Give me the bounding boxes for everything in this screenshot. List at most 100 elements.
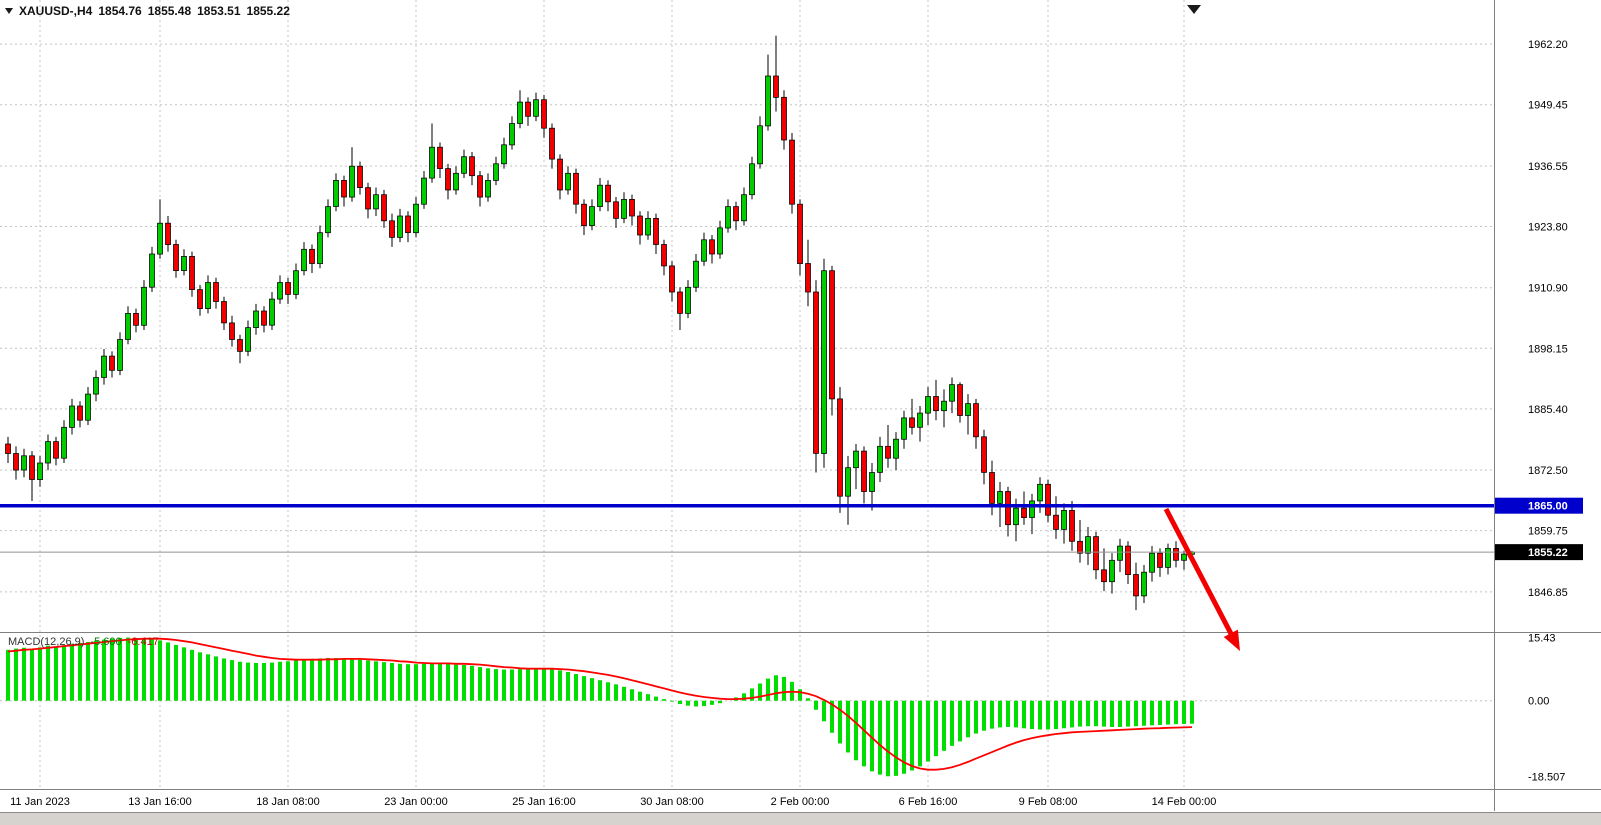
candle-body bbox=[1005, 491, 1011, 526]
candle bbox=[661, 239, 667, 276]
candle bbox=[325, 199, 331, 238]
candle-body bbox=[1061, 510, 1067, 530]
macd-main-value: -5.600 bbox=[90, 636, 122, 648]
candle bbox=[5, 436, 11, 463]
candle bbox=[1125, 541, 1131, 585]
candle bbox=[901, 410, 907, 449]
candle-body bbox=[821, 270, 827, 454]
candle-body bbox=[565, 172, 571, 191]
candle bbox=[125, 306, 131, 345]
symbol-ohlc-header: XAUUSD-,H4 1854.76 1855.48 1853.51 1855.… bbox=[5, 4, 290, 18]
candle-body bbox=[1093, 536, 1099, 571]
candle bbox=[213, 277, 219, 309]
candle-body bbox=[277, 282, 283, 300]
candle-body bbox=[1045, 483, 1051, 516]
candle bbox=[189, 251, 195, 297]
macd-signal-line bbox=[7, 637, 1193, 771]
candle bbox=[237, 334, 243, 364]
candle bbox=[1109, 553, 1115, 594]
candle-body bbox=[749, 163, 755, 196]
candle-body bbox=[765, 75, 771, 127]
candle bbox=[685, 280, 691, 319]
candle-body bbox=[437, 146, 443, 169]
candle bbox=[397, 208, 403, 243]
candle-body bbox=[381, 194, 387, 222]
candle bbox=[405, 211, 411, 243]
chart-shift-marker-icon[interactable] bbox=[1187, 5, 1201, 14]
candle-body bbox=[957, 384, 963, 416]
candle-body bbox=[477, 175, 483, 198]
candle-body bbox=[1157, 552, 1163, 568]
candle-body bbox=[261, 310, 267, 326]
candle-body bbox=[893, 438, 899, 459]
candle-body bbox=[37, 462, 43, 480]
candle bbox=[373, 187, 379, 217]
candle bbox=[357, 161, 363, 195]
time-axis-label: 14 Feb 00:00 bbox=[1152, 796, 1217, 808]
time-axis-label: 13 Jan 16:00 bbox=[128, 796, 192, 808]
candle-body bbox=[53, 441, 59, 459]
hline-price-badge-label: 1865.00 bbox=[1528, 501, 1568, 513]
candle bbox=[53, 436, 59, 466]
candle bbox=[725, 199, 731, 233]
candle bbox=[1021, 491, 1027, 525]
candle bbox=[1133, 562, 1139, 611]
candle-body bbox=[421, 177, 427, 205]
candle bbox=[245, 320, 251, 357]
candle-body bbox=[189, 256, 195, 290]
candle bbox=[757, 116, 763, 169]
candle bbox=[981, 429, 987, 485]
macd-histogram bbox=[6, 637, 1194, 777]
candle bbox=[469, 151, 475, 186]
sell-arrow-head-icon[interactable] bbox=[1223, 629, 1240, 651]
candle-body bbox=[341, 180, 347, 198]
candle bbox=[941, 389, 947, 428]
candle bbox=[389, 213, 395, 247]
candle bbox=[805, 239, 811, 307]
candle bbox=[621, 192, 627, 224]
candle bbox=[789, 132, 795, 214]
candle-body bbox=[869, 472, 875, 492]
candle bbox=[869, 462, 875, 511]
candle-body bbox=[1109, 559, 1115, 583]
candle-body bbox=[781, 96, 787, 141]
candle-body bbox=[965, 403, 971, 416]
candle bbox=[77, 401, 83, 428]
time-axis-label: 9 Feb 08:00 bbox=[1019, 796, 1078, 808]
candle-body bbox=[925, 396, 931, 414]
candle-body bbox=[445, 168, 451, 191]
candle bbox=[557, 154, 563, 200]
candle-body bbox=[21, 455, 27, 471]
price-axis[interactable]: 1962.20 1949.45 1936.55 1923.80 1910.90 1898.… bbox=[1495, 39, 1583, 784]
candle-body bbox=[789, 139, 795, 205]
price-axis-label: 1910.90 bbox=[1528, 283, 1568, 295]
price-axis-label: 1872.50 bbox=[1528, 465, 1568, 477]
candle-body bbox=[221, 301, 227, 324]
time-axis[interactable]: 11 Jan 2023 13 Jan 16:00 18 Jan 08:00 23 Ja… bbox=[10, 796, 1216, 808]
candle bbox=[517, 90, 523, 129]
candle bbox=[829, 265, 835, 416]
candle bbox=[845, 455, 851, 525]
candle-body bbox=[693, 260, 699, 288]
candle bbox=[861, 446, 867, 504]
candle bbox=[333, 173, 339, 212]
candle-body bbox=[533, 99, 539, 117]
candle-body bbox=[397, 215, 403, 238]
candle-body bbox=[1117, 545, 1123, 561]
candle bbox=[477, 170, 483, 207]
current-price-badge bbox=[1495, 544, 1583, 561]
ohlc-open-value: 1854.76 bbox=[98, 4, 142, 18]
candle-body bbox=[373, 194, 379, 210]
candle bbox=[197, 284, 203, 316]
candle-body bbox=[141, 286, 147, 326]
candle-body bbox=[557, 158, 563, 191]
candle bbox=[781, 90, 787, 150]
candle bbox=[157, 199, 163, 259]
candle bbox=[1093, 531, 1099, 580]
candle bbox=[765, 54, 771, 131]
candle-body bbox=[229, 322, 235, 340]
candle-body bbox=[157, 222, 163, 255]
candle bbox=[957, 382, 963, 423]
sell-arrow-line[interactable] bbox=[1163, 507, 1234, 637]
